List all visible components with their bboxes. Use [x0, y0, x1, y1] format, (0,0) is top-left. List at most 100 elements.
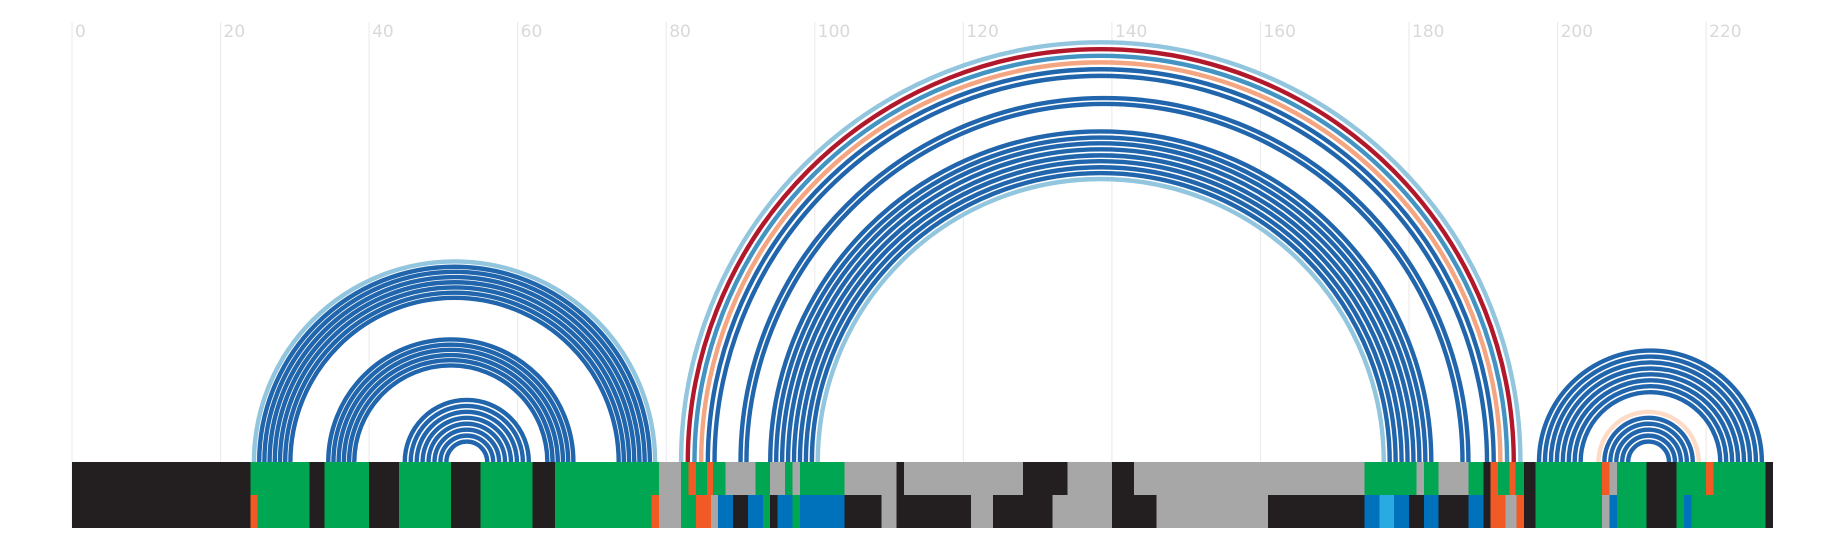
track-segment — [1765, 462, 1773, 495]
track-segment — [713, 462, 726, 495]
track-segment — [1468, 462, 1484, 495]
arc — [1554, 366, 1747, 463]
x-tick-label: 140 — [1115, 22, 1147, 42]
arc-group — [678, 40, 1523, 463]
track-segment — [1067, 495, 1112, 528]
track-segment — [309, 462, 325, 495]
track-segment — [792, 495, 800, 528]
track-segment — [1535, 462, 1603, 495]
arc — [1602, 416, 1695, 463]
track-segment — [1706, 462, 1714, 495]
track-segment — [903, 462, 1023, 495]
track-segment — [1379, 495, 1395, 528]
arc — [744, 102, 1465, 463]
track-segment — [1515, 462, 1525, 495]
track-segment — [1364, 462, 1417, 495]
track-segment — [1416, 462, 1424, 495]
x-tick-label: 0 — [75, 22, 86, 42]
track-segment — [1438, 495, 1469, 528]
track-segment — [1524, 495, 1536, 528]
track-segment — [1483, 495, 1491, 528]
track-segment — [725, 462, 756, 495]
arc — [1620, 433, 1678, 463]
track-segment — [970, 495, 994, 528]
track-segment — [770, 495, 778, 528]
track-segment — [799, 495, 815, 528]
track-segment — [695, 495, 711, 528]
track-segment — [1394, 495, 1410, 528]
track-segment — [1676, 495, 1684, 528]
arc — [815, 176, 1386, 463]
arc — [426, 421, 508, 463]
arc — [256, 264, 653, 463]
arc — [1625, 439, 1672, 463]
arc — [414, 409, 520, 463]
track-segment — [1134, 495, 1157, 528]
x-tick-label: 180 — [1412, 22, 1444, 42]
track-segment — [747, 495, 763, 528]
track-segment — [681, 462, 689, 495]
arc — [1536, 348, 1765, 463]
track-segment — [688, 462, 696, 495]
track-segment — [1490, 495, 1506, 528]
track-segment — [450, 462, 481, 495]
track-segment — [651, 495, 659, 528]
track-segment — [1409, 495, 1424, 528]
x-tick-label: 80 — [669, 22, 691, 42]
track-segment — [755, 462, 771, 495]
arc — [277, 285, 632, 463]
x-tick-label: 160 — [1263, 22, 1295, 42]
arc — [420, 415, 514, 463]
arc — [402, 397, 532, 463]
track-segment — [480, 462, 533, 495]
track-segment — [1156, 495, 1268, 528]
track-segment — [1111, 495, 1135, 528]
track-segment — [1524, 462, 1536, 495]
track-segment — [1646, 495, 1677, 528]
track-segment — [1483, 462, 1491, 495]
track-segment — [1509, 462, 1516, 495]
track-segment — [792, 462, 800, 495]
arc — [1560, 372, 1741, 463]
arc — [336, 347, 566, 463]
arc — [705, 66, 1496, 463]
x-tick-label: 60 — [521, 22, 543, 42]
grid-layer — [71, 22, 1707, 528]
track-segment — [398, 462, 451, 495]
arc-group — [1536, 348, 1765, 463]
arc — [779, 141, 1422, 463]
track-segment — [554, 462, 659, 495]
x-tick-label: 20 — [224, 22, 246, 42]
arc — [282, 290, 627, 463]
track-segment — [324, 495, 370, 528]
track-segment — [681, 495, 696, 528]
x-tick-label: 100 — [818, 22, 850, 42]
track-segment — [1134, 462, 1365, 495]
track-segment — [993, 495, 1053, 528]
arc — [408, 403, 526, 463]
arc — [262, 269, 647, 463]
track-segment — [257, 495, 310, 528]
track-segment — [718, 495, 734, 528]
arc — [803, 165, 1398, 463]
arc — [267, 274, 642, 463]
track-segment — [1423, 495, 1439, 528]
track-segment — [1535, 495, 1603, 528]
arc — [794, 155, 1408, 462]
track-segment — [1498, 462, 1510, 495]
track-segment — [369, 462, 399, 495]
track-segment — [896, 495, 971, 528]
arc — [1548, 360, 1753, 463]
x-tick-label: 120 — [966, 22, 998, 42]
arc — [1542, 354, 1759, 463]
track-segment — [309, 495, 325, 528]
arc-group — [251, 259, 658, 463]
track-segment — [1516, 495, 1525, 528]
track-segment — [777, 495, 793, 528]
track-segment — [1067, 462, 1112, 495]
track-segment — [532, 462, 555, 495]
track-segment — [1364, 495, 1380, 528]
track-segment — [1765, 495, 1773, 528]
track-row — [72, 462, 1773, 495]
